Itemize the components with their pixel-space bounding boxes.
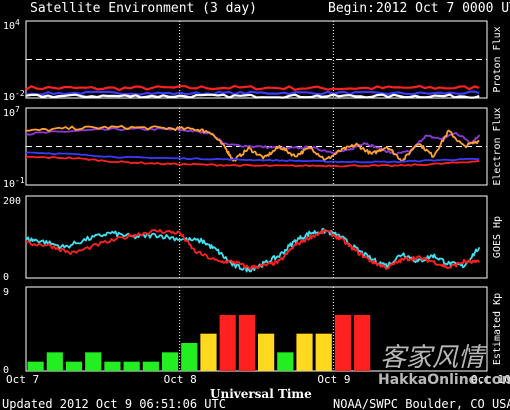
panel-goes: 200 0 GOES Hp: [3, 195, 503, 283]
panel-kp: 9 0 Estimated Kp: [3, 286, 503, 376]
x-tick-label: Oct 8: [164, 373, 197, 386]
y-tick-label: 104: [3, 18, 20, 32]
kp-bar: [123, 361, 140, 371]
kp-bar: [258, 333, 275, 371]
kp-bar: [142, 361, 159, 371]
x-tick-label: Oct 10: [471, 373, 510, 386]
y-axis-label: Electron Flux: [492, 107, 503, 185]
kp-bar: [354, 315, 371, 371]
series-line-blue: [25, 90, 480, 96]
kp-bar: [85, 352, 102, 371]
kp-bar: [334, 315, 352, 371]
y-axis-label: Estimated Kp: [492, 293, 503, 365]
series-line-red: [25, 84, 480, 92]
kp-bar: [277, 352, 294, 371]
kp-bar: [200, 333, 217, 371]
panel-frame: [25, 286, 488, 372]
panel-electron: 107 10-1 Electron Flux: [3, 105, 503, 190]
series-line-white: [25, 93, 480, 99]
y-tick-label: 0: [3, 272, 9, 283]
y-tick-label: 107: [3, 105, 20, 119]
kp-bar: [161, 352, 179, 371]
kp-bar: [315, 333, 332, 371]
x-tick-label: Oct 7: [6, 373, 39, 386]
y-tick-label: 200: [3, 196, 21, 207]
kp-bar: [296, 333, 313, 371]
y-axis-label: Proton Flux: [492, 26, 503, 92]
updated-text: Updated 2012 Oct 9 06:51:06 UTC: [2, 397, 226, 410]
series-line-blue: [25, 151, 480, 164]
x-tick-label: Oct 9: [317, 373, 350, 386]
y-axis-label: GOES Hp: [492, 216, 503, 258]
credit-text: NOAA/SWPC Boulder, CO USA: [333, 397, 510, 410]
kp-bar: [219, 315, 236, 371]
begin-value: 2012 Oct 7 0000 UTC: [376, 1, 510, 16]
y-tick-label: 0: [3, 365, 9, 376]
series-line-red: [26, 155, 480, 168]
y-tick-label: 9: [3, 287, 9, 298]
x-axis-label: Universal Time: [210, 387, 312, 401]
kp-bar: [104, 361, 121, 371]
kp-bar: [65, 361, 83, 371]
series-line-orange: [25, 124, 480, 163]
kp-bar: [46, 352, 63, 371]
kp-bar: [27, 361, 44, 371]
watermark-text: HakkaOnline.com: [378, 372, 510, 388]
kp-bar: [238, 315, 255, 371]
y-tick-label: 10-1: [3, 176, 25, 190]
watermark: 客家风情 HakkaOnline.com: [378, 343, 510, 388]
kp-bar: [181, 343, 198, 371]
chart-title: Satellite Environment (3 day): [30, 1, 257, 16]
watermark-glyphs: 客家风情: [380, 343, 488, 373]
y-tick-label: 10-2: [3, 89, 25, 103]
begin-label: Begin:: [328, 1, 375, 16]
series-line-red: [25, 228, 481, 270]
panel-proton: 104 10-2 Proton Flux: [3, 18, 503, 103]
